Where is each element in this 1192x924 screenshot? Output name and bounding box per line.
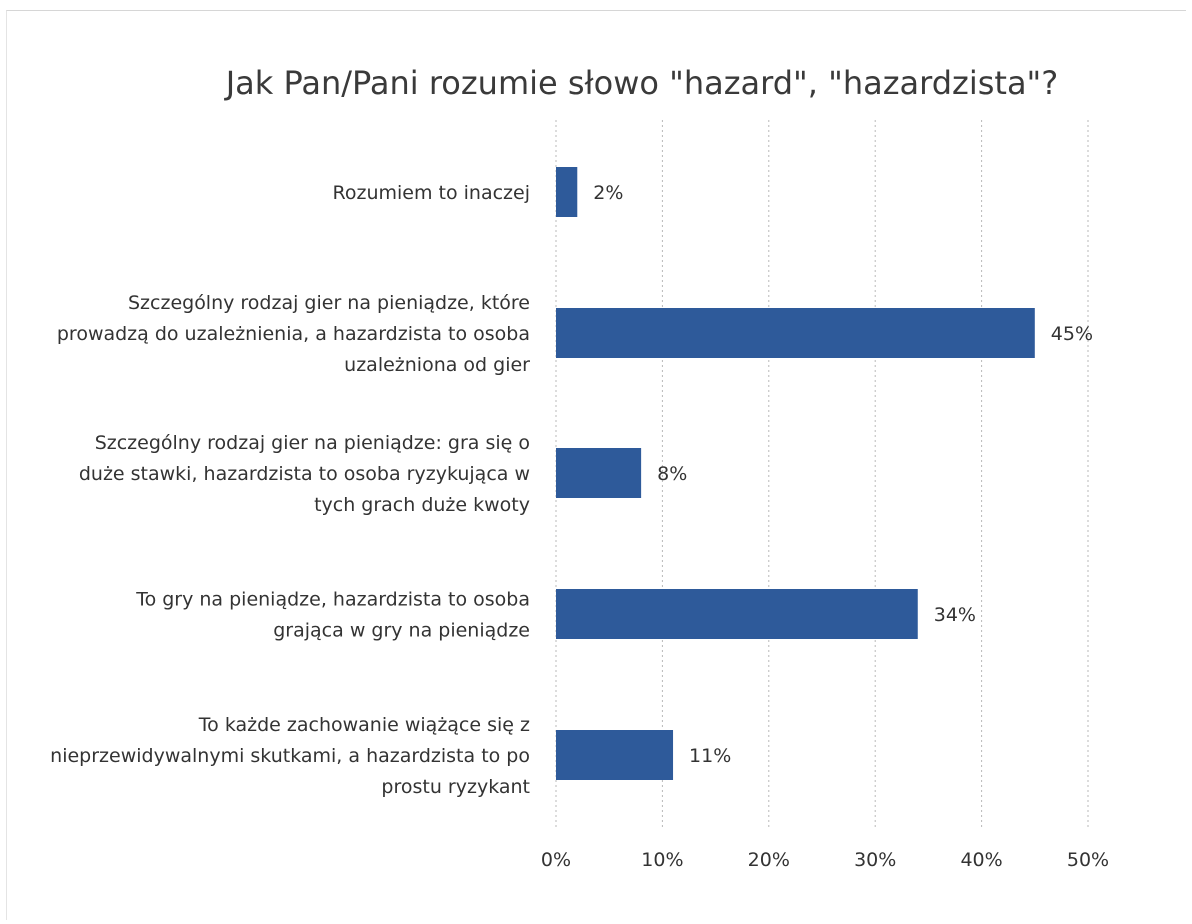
category-label-line: uzależniona od gier bbox=[344, 354, 530, 376]
category-labels: Rozumiem to inaczej Szczególny rodzaj gie… bbox=[50, 182, 530, 798]
data-label: 8% bbox=[657, 463, 687, 485]
data-label: 45% bbox=[1051, 323, 1093, 345]
x-axis-ticks: 0% 10% 20% 30% 40% 50% bbox=[541, 849, 1109, 871]
bar bbox=[556, 589, 918, 639]
bar bbox=[556, 167, 578, 217]
category-label-line: tych grach duże kwoty bbox=[314, 494, 530, 516]
bar bbox=[556, 308, 1035, 358]
chart-title: Jak Pan/Pani rozumie słowo "hazard", "ha… bbox=[224, 64, 1059, 102]
category-label-line: Szczególny rodzaj gier na pieniądze, któ… bbox=[128, 292, 530, 314]
category-label-line: duże stawki, hazardzista to osoba ryzyku… bbox=[79, 463, 530, 485]
bar bbox=[556, 730, 674, 780]
category-label: To gry na pieniądze, hazardzista to osob… bbox=[135, 589, 530, 642]
bar bbox=[556, 448, 642, 498]
x-tick-label: 40% bbox=[960, 849, 1002, 871]
category-label-line: prowadzą do uzależnienia, a hazardzista … bbox=[57, 323, 530, 345]
category-label: Rozumiem to inaczej bbox=[333, 182, 530, 204]
category-label: Szczególny rodzaj gier na pieniądze: gra… bbox=[79, 432, 530, 516]
category-label-line: Rozumiem to inaczej bbox=[333, 182, 530, 204]
category-label-line: To gry na pieniądze, hazardzista to osob… bbox=[135, 589, 530, 611]
value-labels: 2% 45% 8% 34% 11% bbox=[593, 182, 1093, 767]
x-tick-label: 30% bbox=[854, 849, 896, 871]
bars-layer bbox=[556, 167, 1035, 780]
category-label-line: To każde zachowanie wiążące się z bbox=[198, 714, 530, 736]
category-label: Szczególny rodzaj gier na pieniądze, któ… bbox=[57, 292, 530, 376]
category-label-line: grająca w gry na pieniądze bbox=[273, 620, 530, 642]
x-tick-label: 50% bbox=[1067, 849, 1109, 871]
category-label-line: Szczególny rodzaj gier na pieniądze: gra… bbox=[95, 432, 530, 454]
x-tick-label: 20% bbox=[748, 849, 790, 871]
x-tick-label: 0% bbox=[541, 849, 571, 871]
category-label-line: prostu ryzykant bbox=[381, 776, 530, 798]
data-label: 2% bbox=[593, 182, 623, 204]
data-label: 34% bbox=[934, 604, 976, 626]
category-label-line: nieprzewidywalnymi skutkami, a hazardzis… bbox=[50, 745, 530, 767]
data-label: 11% bbox=[689, 745, 731, 767]
category-label: To każde zachowanie wiążące się z nieprze… bbox=[50, 714, 530, 798]
chart-frame bbox=[6, 10, 1186, 920]
x-tick-label: 10% bbox=[641, 849, 683, 871]
